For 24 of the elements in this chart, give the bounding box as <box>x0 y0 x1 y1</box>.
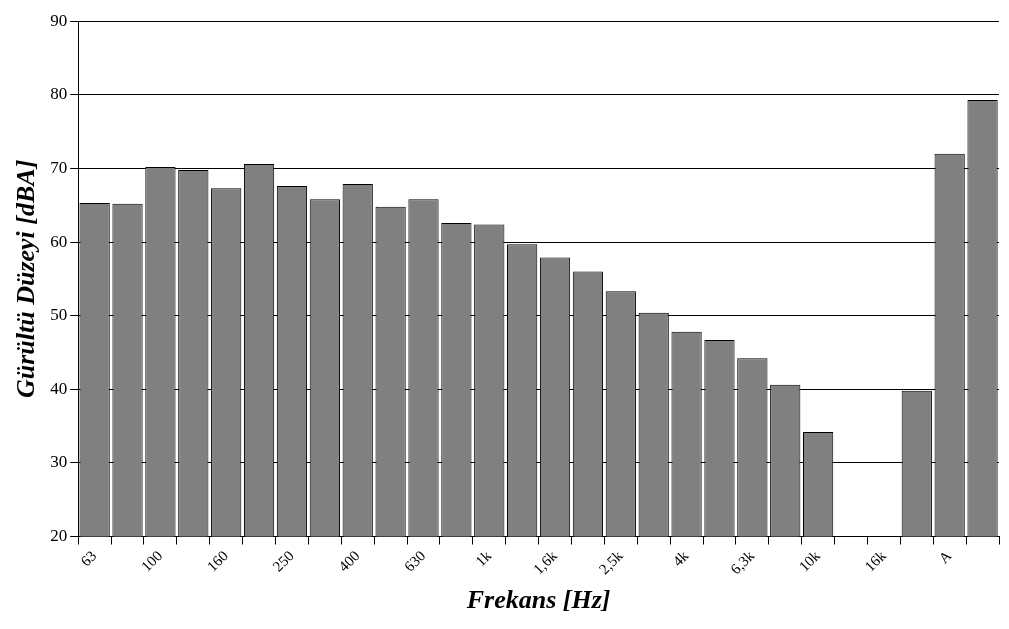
x-tick-label: 630 <box>401 547 429 575</box>
y-tick-label: 40 <box>50 378 68 398</box>
x-tick-label: 2,5k <box>595 547 627 578</box>
y-axis-title: Gürültü Düzeyi [dBA] <box>11 159 41 399</box>
y-tick-label: 20 <box>50 525 68 545</box>
x-tick-label: 10k <box>795 547 824 575</box>
x-tick-label: 250 <box>269 547 297 575</box>
y-tick-label: 60 <box>50 231 68 251</box>
x-tick-label: 1k <box>472 547 495 570</box>
y-tick-label: 80 <box>50 84 68 104</box>
y-tick-label: 50 <box>50 305 68 325</box>
x-axis-title: Frekans [Hz] <box>465 585 611 615</box>
x-tick-label: 6,3k <box>727 547 758 578</box>
y-tick-label: 30 <box>50 452 68 472</box>
x-tick-label: A <box>935 547 955 567</box>
x-tick-label: 4k <box>669 547 692 570</box>
x-tick-label: 100 <box>138 547 166 575</box>
x-tick-label: 160 <box>203 547 232 575</box>
y-tick-label: 70 <box>50 157 68 177</box>
x-tick-label: 16k <box>861 547 890 575</box>
x-tick-label: 63 <box>77 547 100 570</box>
x-tick-label: 1,6k <box>530 547 561 578</box>
y-tick-label: 90 <box>50 10 68 30</box>
x-tick-label: 400 <box>335 547 363 575</box>
